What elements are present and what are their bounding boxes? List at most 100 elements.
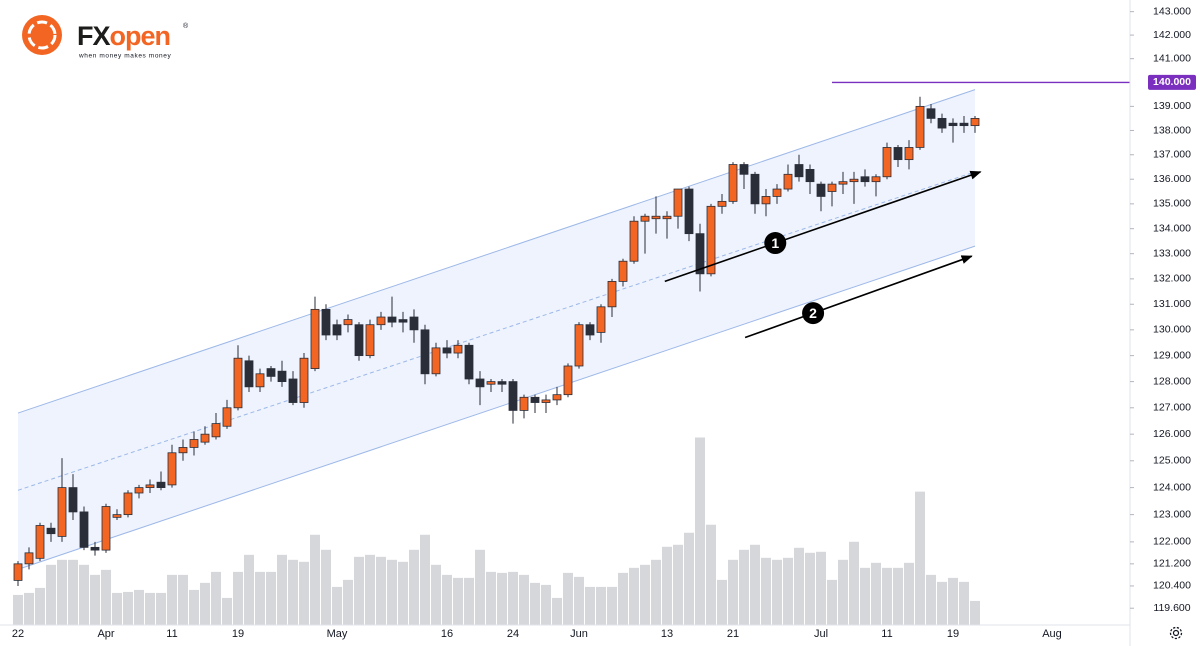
- candle-body: [882, 147, 892, 178]
- volume-bar: [35, 587, 45, 625]
- volume-bar: [222, 597, 232, 625]
- candle: [123, 490, 133, 518]
- candle-body: [860, 176, 870, 183]
- candle: [343, 314, 353, 333]
- volume-bar: [728, 559, 738, 625]
- candle: [244, 355, 254, 393]
- candle-body: [706, 205, 716, 275]
- volume-bar: [849, 541, 859, 625]
- volume-bar: [24, 592, 34, 625]
- arrow-label: 1: [771, 235, 779, 251]
- candle: [68, 474, 78, 521]
- candle-body: [695, 233, 705, 275]
- candle: [893, 145, 903, 167]
- arrow: [664, 170, 982, 283]
- y-tick-label: 119.600: [1153, 602, 1190, 614]
- x-tick-label: 24: [507, 628, 519, 640]
- candle-body: [684, 188, 694, 235]
- candle-body: [57, 487, 67, 537]
- candle: [387, 296, 397, 328]
- logo-wordmark: FXopen: [77, 21, 170, 51]
- candle-body: [299, 357, 309, 403]
- candle-body: [332, 324, 342, 336]
- candle-body: [409, 316, 419, 331]
- y-tick-label: 124.000: [1153, 481, 1191, 493]
- level-label: 140.000: [1153, 76, 1191, 88]
- volume-bar: [178, 574, 188, 625]
- volume-bar: [893, 567, 903, 625]
- candle-body: [178, 447, 188, 454]
- candle: [464, 342, 474, 385]
- candle-body: [420, 329, 430, 375]
- candle: [354, 322, 364, 361]
- channel-fill: [18, 89, 975, 570]
- candle-body: [805, 169, 815, 183]
- y-tick-label: 121.200: [1153, 558, 1191, 570]
- candle-body: [607, 281, 617, 308]
- candle: [310, 296, 320, 372]
- volume-bar: [574, 576, 584, 625]
- candle: [860, 169, 870, 187]
- volume-bar: [805, 552, 815, 625]
- channel-layer: [17, 89, 976, 570]
- candle-body: [365, 324, 375, 357]
- channel-middle: [17, 171, 976, 491]
- volume-bar: [475, 549, 485, 625]
- candle: [827, 181, 837, 207]
- candle-body: [970, 117, 980, 127]
- x-tick-label: 11: [166, 628, 177, 640]
- x-tick-label: Aug: [1042, 628, 1062, 640]
- y-tick-label: 130.000: [1153, 324, 1191, 336]
- volume-bar: [508, 571, 518, 625]
- candle: [904, 140, 914, 170]
- candle-body: [794, 164, 804, 178]
- candle-body: [783, 173, 793, 190]
- y-tick-label: 127.000: [1153, 402, 1191, 414]
- candle: [574, 322, 584, 369]
- volume-bar: [299, 561, 309, 625]
- volume-bar: [200, 582, 210, 625]
- volume-bar: [497, 572, 507, 625]
- candle: [266, 365, 276, 382]
- candle-body: [926, 108, 936, 119]
- candle: [475, 371, 485, 406]
- candle: [750, 171, 760, 214]
- volume-bar: [871, 562, 881, 625]
- candle-body: [893, 147, 903, 161]
- x-tick-label: 22: [12, 628, 24, 640]
- candle-body: [343, 319, 353, 326]
- candle-body: [189, 439, 199, 448]
- volume-bar: [167, 574, 177, 625]
- candle: [794, 154, 804, 182]
- x-tick-label: Jun: [570, 628, 588, 640]
- candle-body: [673, 188, 683, 217]
- candle-body: [728, 164, 738, 202]
- volume-bar: [90, 574, 100, 625]
- candle: [959, 115, 969, 133]
- candle-body: [354, 324, 364, 357]
- volume-bar: [761, 557, 771, 625]
- candle: [673, 188, 683, 229]
- candle: [816, 181, 826, 212]
- settings-icon[interactable]: [1169, 626, 1183, 640]
- y-tick-label: 122.000: [1153, 536, 1191, 548]
- x-tick-label: 11: [881, 628, 892, 640]
- candle-body: [475, 378, 485, 388]
- volume-bar: [541, 584, 551, 625]
- candle: [431, 342, 441, 377]
- volume-bar: [651, 559, 661, 625]
- volume-bar: [354, 556, 364, 625]
- candle: [684, 186, 694, 242]
- volume-bar: [530, 582, 540, 625]
- volume-bar: [772, 559, 782, 625]
- y-tick-label: 129.000: [1153, 349, 1191, 361]
- candle: [35, 522, 45, 562]
- volume-bar: [431, 564, 441, 625]
- candle-body: [959, 122, 969, 127]
- candle-body: [266, 368, 276, 377]
- logo-open: open: [110, 21, 171, 51]
- volume-bar: [145, 592, 155, 625]
- volume-bar: [486, 571, 496, 625]
- volume-bar: [816, 551, 826, 625]
